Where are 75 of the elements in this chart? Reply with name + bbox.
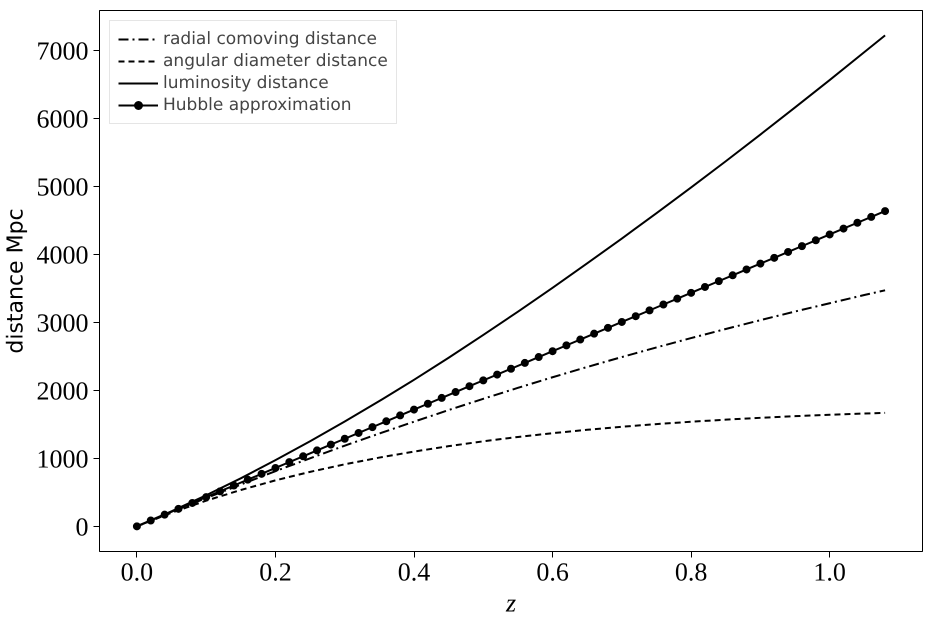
point — [756, 260, 764, 268]
point — [576, 336, 584, 344]
y-tick-label: 0 — [76, 512, 88, 542]
point — [562, 341, 570, 350]
point — [188, 498, 196, 507]
point — [742, 265, 751, 274]
legend-label: luminosity distance — [163, 73, 329, 93]
point — [507, 364, 515, 373]
x-axis-title: z — [504, 588, 516, 618]
point — [354, 428, 363, 437]
point — [714, 277, 723, 286]
point — [424, 400, 432, 408]
legend-label: angular diameter distance — [163, 51, 388, 71]
point — [728, 271, 737, 280]
point — [534, 353, 543, 362]
legend-label: Hubble approximation — [163, 95, 352, 115]
point — [132, 522, 141, 530]
point — [299, 452, 308, 460]
point — [700, 282, 709, 291]
point — [368, 423, 376, 432]
point — [881, 207, 890, 216]
point — [853, 218, 862, 227]
point — [396, 411, 404, 420]
point — [244, 476, 252, 484]
point — [285, 458, 294, 466]
point — [784, 248, 792, 256]
x-tick-label: 0.0 — [120, 558, 154, 586]
point — [174, 504, 182, 513]
y-tick-label: 2000 — [36, 376, 88, 406]
point — [826, 230, 834, 238]
point — [382, 417, 390, 426]
y-tick-label: 1000 — [36, 444, 88, 474]
y-tick-label: 5000 — [36, 172, 88, 202]
point — [867, 212, 876, 221]
point — [410, 406, 418, 414]
point — [618, 318, 626, 326]
x-tick-label: 1.0 — [813, 558, 846, 586]
x-tick-label: 0.4 — [398, 558, 430, 586]
point — [770, 254, 778, 262]
point — [548, 347, 557, 356]
point — [452, 388, 460, 396]
y-axis-title: distance Mpc — [4, 208, 28, 354]
legend-label: radial comoving distance — [163, 29, 377, 49]
point — [520, 358, 529, 367]
point — [493, 370, 502, 379]
y-tick-label: 3000 — [36, 308, 88, 338]
y-tick-label: 4000 — [36, 240, 88, 270]
point — [673, 294, 682, 303]
point — [840, 224, 848, 233]
point — [646, 306, 654, 314]
point — [632, 312, 640, 320]
point — [590, 330, 598, 338]
point — [465, 382, 474, 390]
point — [146, 516, 155, 524]
point — [313, 446, 322, 454]
point — [798, 242, 806, 250]
point — [271, 464, 280, 472]
x-tick-label: 0.8 — [674, 558, 708, 586]
y-tick-label: 7000 — [36, 36, 88, 66]
x-tick-label: 0.2 — [259, 558, 292, 586]
y-tick-label: 6000 — [36, 104, 88, 134]
point — [160, 510, 169, 519]
point — [479, 376, 488, 384]
x-tick-label: 0.6 — [536, 558, 569, 586]
point — [687, 288, 696, 297]
point — [230, 482, 238, 490]
point — [812, 236, 820, 244]
point — [258, 470, 266, 478]
point — [202, 493, 210, 502]
point — [659, 300, 668, 309]
point — [216, 487, 224, 496]
point — [604, 324, 612, 332]
point — [326, 440, 335, 449]
point — [340, 434, 349, 443]
point — [438, 394, 446, 402]
